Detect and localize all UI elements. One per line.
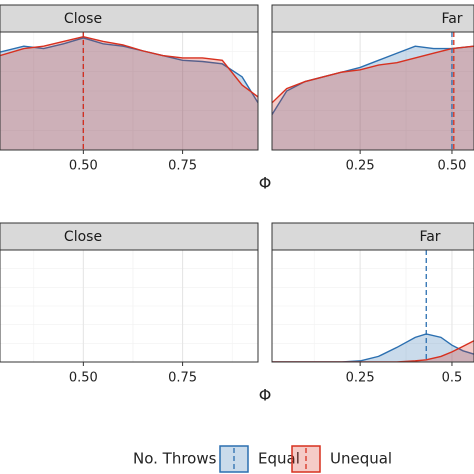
x-tick-label: 0.50 <box>69 159 98 174</box>
panel-border <box>0 249 259 363</box>
legend-title: No. Throws <box>133 450 217 468</box>
panel-border <box>271 249 474 363</box>
density-area <box>272 334 474 362</box>
x-axis-title: Φ <box>259 386 272 405</box>
x-tick-label: 0.50 <box>69 371 98 386</box>
legend-label: Unequal <box>330 450 392 468</box>
plot-area <box>0 250 258 362</box>
strip <box>0 222 259 251</box>
legend: No. Throws Equal Unequal <box>133 445 392 473</box>
x-tick-label: 0.50 <box>437 159 466 174</box>
density-area <box>0 37 258 150</box>
density-area <box>0 36 258 150</box>
strip-title: Far <box>441 11 462 27</box>
x-tick-label: 0.25 <box>346 371 375 386</box>
panel-border <box>0 31 259 151</box>
density-area <box>272 46 474 150</box>
x-tick-label: 0.75 <box>168 371 197 386</box>
density-line <box>272 340 474 362</box>
strip <box>271 222 474 251</box>
legend-label: Equal <box>258 450 300 468</box>
plot-area <box>272 250 474 362</box>
density-line <box>0 36 258 98</box>
x-tick-label: 0.5 <box>442 371 463 386</box>
plot-area <box>272 32 474 150</box>
strip-title: Close <box>64 11 102 27</box>
density-line <box>272 45 474 104</box>
density-area <box>272 46 474 150</box>
x-axis-title: Φ <box>259 174 272 193</box>
strip <box>0 4 259 33</box>
strip <box>271 4 474 33</box>
strip-title: Close <box>64 229 102 245</box>
density-area <box>272 340 474 362</box>
plot-area <box>0 32 258 150</box>
strip-title: Far <box>419 229 440 245</box>
density-line <box>272 333 474 362</box>
panel-border <box>271 31 474 151</box>
x-tick-label: 0.75 <box>168 159 197 174</box>
x-tick-label: 0.25 <box>346 159 375 174</box>
